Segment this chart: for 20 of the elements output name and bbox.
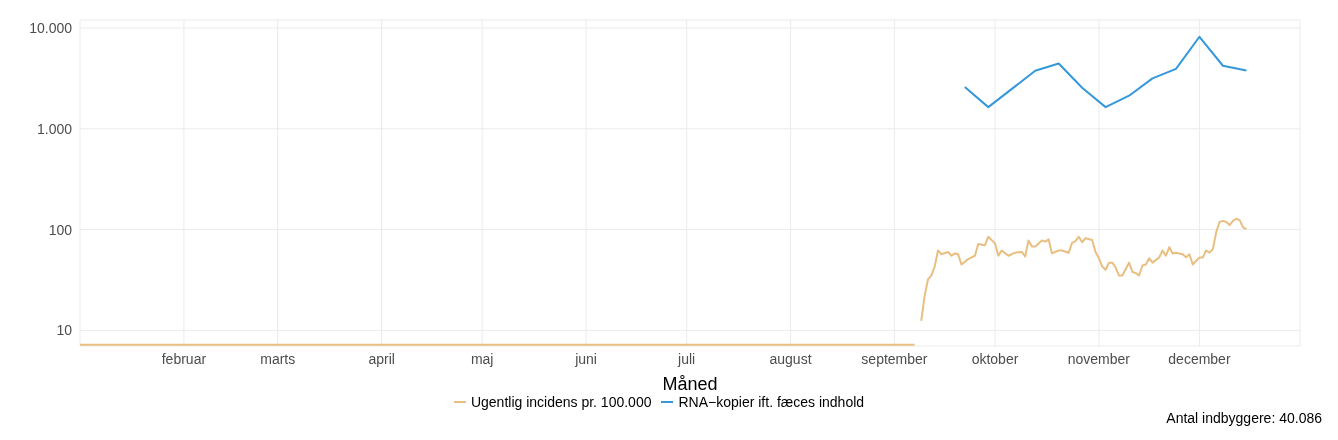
legend-label: RNA−kopier ift. fæces indhold — [678, 394, 865, 410]
x-tick-label: november — [1067, 350, 1131, 367]
x-tick-label: august — [769, 350, 812, 367]
legend-label: Ugentlig incidens pr. 100.000 — [470, 394, 652, 410]
x-tick-label: december — [1168, 350, 1231, 367]
x-axis-title: Måned — [662, 374, 718, 394]
text: Antal indbyggere: 40.086 — [1165, 410, 1323, 426]
line-series — [963, 35, 1248, 109]
x-tick-label: oktober — [971, 350, 1019, 367]
y-tick-label: 1.000 — [36, 120, 73, 137]
y-tick-label: 10.000 — [29, 19, 73, 36]
x-tick-label: februar — [161, 350, 207, 367]
x-tick-label: juni — [574, 350, 597, 367]
x-tick-label: marts — [260, 350, 296, 367]
x-tick-label: september — [861, 350, 928, 367]
y-tick-label: 10 — [56, 322, 73, 339]
x-tick-label: maj — [470, 350, 494, 367]
x-tick-label: juli — [677, 350, 696, 367]
x-tick-label: april — [368, 350, 395, 367]
y-tick-label: 100 — [48, 221, 73, 238]
